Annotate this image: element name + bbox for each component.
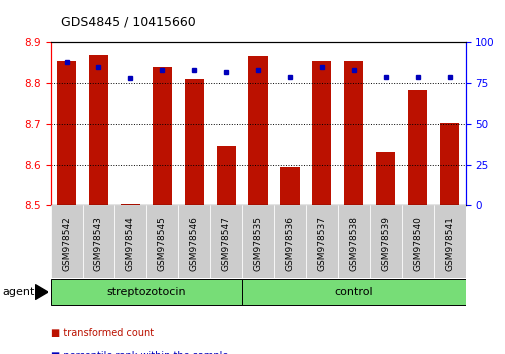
Bar — [241, 279, 465, 305]
Polygon shape — [35, 285, 48, 299]
Bar — [146, 205, 178, 278]
Text: GSM978536: GSM978536 — [285, 216, 294, 271]
Bar — [375, 153, 394, 205]
Text: GSM978539: GSM978539 — [380, 216, 389, 271]
Text: control: control — [334, 287, 372, 297]
Bar — [241, 205, 274, 278]
Bar — [50, 205, 82, 278]
Text: GSM978546: GSM978546 — [189, 216, 198, 271]
Bar — [280, 167, 299, 205]
Bar — [114, 205, 146, 278]
Bar — [343, 61, 363, 205]
Text: GSM978541: GSM978541 — [444, 216, 453, 271]
Bar — [248, 56, 267, 205]
Bar — [89, 55, 108, 205]
Text: agent: agent — [3, 287, 35, 297]
Bar — [82, 205, 114, 278]
Bar — [57, 61, 76, 205]
Bar — [50, 279, 241, 305]
Text: GSM978543: GSM978543 — [94, 216, 103, 271]
Bar — [216, 146, 235, 205]
Bar — [121, 204, 140, 205]
Bar — [178, 205, 210, 278]
Text: GSM978538: GSM978538 — [348, 216, 358, 271]
Bar — [153, 67, 172, 205]
Bar — [337, 205, 369, 278]
Bar — [274, 205, 306, 278]
Bar — [439, 123, 458, 205]
Bar — [312, 61, 331, 205]
Bar — [210, 205, 241, 278]
Bar — [401, 205, 433, 278]
Text: GSM978542: GSM978542 — [62, 216, 71, 271]
Text: GSM978537: GSM978537 — [317, 216, 326, 271]
Text: streptozotocin: streptozotocin — [107, 287, 186, 297]
Text: GSM978544: GSM978544 — [126, 216, 135, 271]
Bar — [306, 205, 337, 278]
Text: GSM978540: GSM978540 — [412, 216, 421, 271]
Text: ■ transformed count: ■ transformed count — [50, 328, 154, 338]
Bar — [433, 205, 465, 278]
Text: ■ percentile rank within the sample: ■ percentile rank within the sample — [50, 351, 228, 354]
Bar — [184, 79, 204, 205]
Text: GSM978547: GSM978547 — [221, 216, 230, 271]
Bar — [369, 205, 401, 278]
Bar — [407, 90, 426, 205]
Text: GDS4845 / 10415660: GDS4845 / 10415660 — [61, 15, 195, 28]
Text: GSM978545: GSM978545 — [158, 216, 167, 271]
Text: GSM978535: GSM978535 — [253, 216, 262, 271]
